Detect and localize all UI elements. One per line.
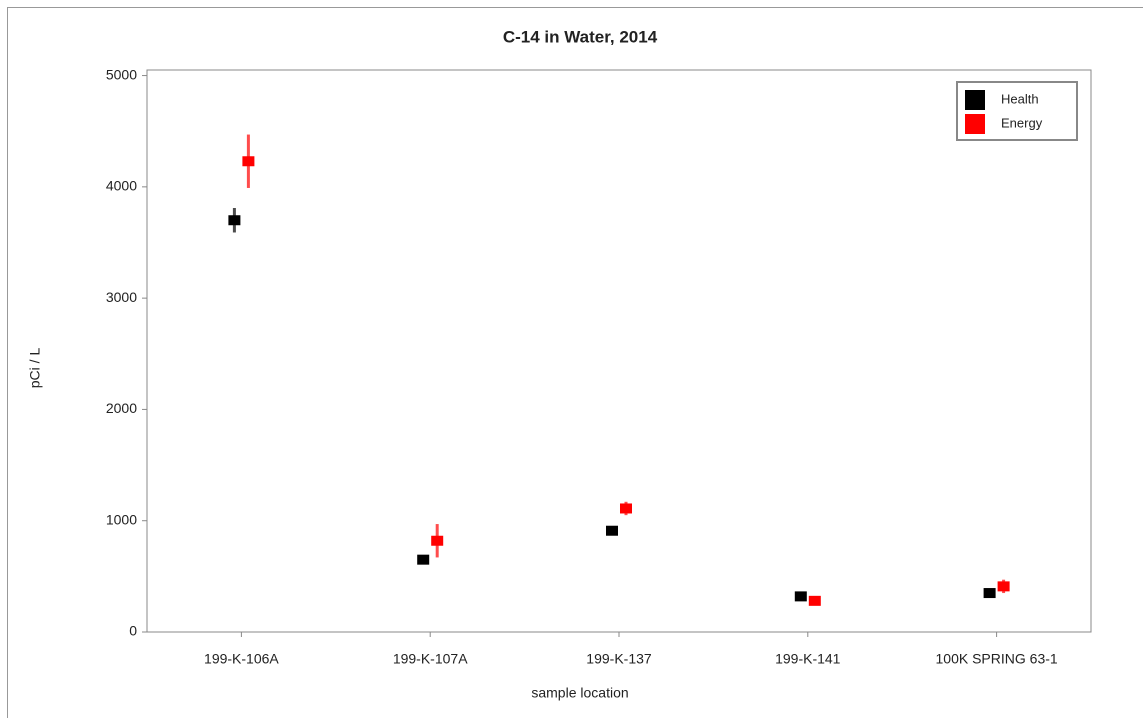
point bbox=[620, 503, 632, 514]
y-tick-label: 5000 bbox=[106, 66, 137, 82]
legend-label: Energy bbox=[1001, 115, 1043, 130]
x-tick-label: 199-K-106A bbox=[204, 651, 279, 667]
legend-swatch bbox=[965, 90, 985, 110]
point bbox=[997, 581, 1010, 592]
y-tick-label: 0 bbox=[129, 623, 137, 639]
point bbox=[431, 535, 444, 546]
point bbox=[242, 156, 255, 167]
x-axis-label: sample location bbox=[531, 685, 628, 701]
window-frame bbox=[7, 7, 1143, 718]
point bbox=[794, 591, 807, 602]
chart-title: C-14 in Water, 2014 bbox=[503, 27, 658, 46]
point bbox=[417, 554, 430, 565]
point bbox=[983, 588, 996, 599]
point bbox=[228, 215, 241, 226]
y-tick-label: 2000 bbox=[106, 400, 137, 416]
x-tick-label: 199-K-141 bbox=[775, 651, 841, 667]
x-tick-label: 100K SPRING 63-1 bbox=[936, 651, 1058, 667]
x-tick-label: 199-K-107A bbox=[393, 651, 468, 667]
plot-frame bbox=[146, 69, 1092, 633]
y-tick-label: 3000 bbox=[106, 289, 137, 305]
y-tick-label: 1000 bbox=[106, 511, 137, 527]
point bbox=[606, 525, 618, 536]
x-tick-label: 199-K-137 bbox=[586, 651, 652, 667]
y-tick-label: 4000 bbox=[106, 178, 137, 194]
legend-label: Health bbox=[1001, 91, 1039, 106]
point bbox=[808, 595, 821, 606]
y-axis-label: pCi / L bbox=[27, 348, 43, 389]
legend-swatch bbox=[965, 114, 985, 134]
